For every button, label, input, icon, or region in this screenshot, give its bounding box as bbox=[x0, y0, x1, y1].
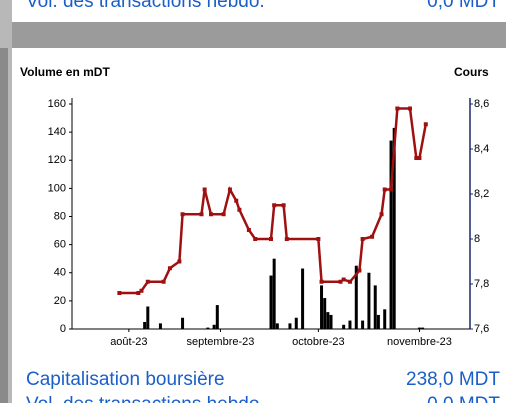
y-axis-title: Volume en mDT bbox=[20, 65, 110, 79]
line-marker bbox=[246, 228, 251, 232]
line-marker bbox=[208, 212, 213, 217]
y-tick-label: 100 bbox=[48, 182, 66, 194]
line-marker bbox=[281, 203, 286, 208]
line-marker bbox=[395, 106, 400, 111]
bar bbox=[373, 285, 377, 329]
band bbox=[0, 22, 506, 48]
line-marker bbox=[161, 279, 166, 284]
bar bbox=[272, 258, 276, 329]
bar bbox=[206, 327, 210, 329]
x-tick-label: septembre-23 bbox=[187, 336, 255, 348]
y2-tick-label: 7,8 bbox=[474, 278, 489, 290]
bar bbox=[354, 265, 358, 329]
left-edge bbox=[0, 48, 8, 403]
bar bbox=[294, 317, 298, 329]
line-marker bbox=[202, 187, 207, 192]
line-marker bbox=[316, 237, 321, 241]
line-marker bbox=[234, 198, 239, 203]
bar bbox=[215, 305, 219, 329]
bar bbox=[417, 327, 421, 329]
y-tick-label: 80 bbox=[54, 210, 66, 222]
y-tick-label: 20 bbox=[54, 295, 66, 307]
line-marker bbox=[379, 212, 384, 217]
x-tick-label: octobre-23 bbox=[292, 336, 345, 348]
bar bbox=[181, 317, 185, 329]
bar bbox=[143, 321, 147, 329]
bar bbox=[212, 324, 216, 329]
bar bbox=[288, 323, 292, 329]
line-marker bbox=[199, 212, 204, 217]
line-marker bbox=[180, 212, 185, 217]
line-marker bbox=[347, 279, 352, 284]
line-marker bbox=[382, 187, 387, 192]
x-tick-label: novembre-23 bbox=[387, 336, 452, 348]
line-marker bbox=[227, 187, 232, 192]
line-marker bbox=[221, 212, 226, 217]
bar bbox=[146, 306, 150, 329]
line-marker bbox=[360, 237, 365, 241]
line-marker bbox=[341, 277, 346, 282]
y2-tick-label: 8 bbox=[474, 233, 480, 245]
x-tick-label: août-23 bbox=[110, 336, 147, 348]
line-marker bbox=[319, 279, 324, 284]
line-marker bbox=[167, 266, 172, 271]
bar bbox=[392, 127, 396, 329]
line-marker bbox=[237, 207, 242, 212]
line-marker bbox=[145, 279, 150, 284]
bar bbox=[269, 275, 273, 329]
y2-axis-title: Cours bbox=[454, 65, 489, 79]
line-marker bbox=[177, 259, 182, 264]
footer-value: 238,0 MDT bbox=[406, 369, 500, 390]
bar bbox=[326, 312, 330, 329]
line-marker bbox=[136, 291, 141, 295]
bar bbox=[367, 272, 371, 329]
footer-label: Capitalisation boursière bbox=[26, 369, 225, 390]
y-tick-label: 40 bbox=[54, 267, 66, 279]
header-value: 0,0 MDT bbox=[427, 0, 500, 12]
line-marker bbox=[389, 187, 394, 192]
bar bbox=[348, 320, 352, 329]
bar bbox=[320, 285, 324, 329]
bar bbox=[323, 298, 327, 329]
y-tick-label: 140 bbox=[48, 126, 66, 138]
line-marker bbox=[370, 234, 375, 239]
line-marker bbox=[139, 288, 144, 293]
bar bbox=[376, 314, 380, 329]
bar bbox=[158, 323, 162, 329]
line-marker bbox=[272, 203, 277, 208]
header-label: Vol. des transactions hebdo. bbox=[26, 0, 265, 12]
y2-tick-label: 8,6 bbox=[474, 98, 489, 110]
line-marker bbox=[357, 268, 362, 273]
y-tick-label: 120 bbox=[48, 154, 66, 166]
bar bbox=[275, 323, 279, 329]
y-tick-label: 160 bbox=[48, 98, 66, 110]
footer-value: 0,0 MDT bbox=[427, 394, 500, 403]
y2-tick-label: 7,6 bbox=[474, 323, 489, 335]
bar bbox=[301, 268, 305, 329]
line-marker bbox=[417, 156, 422, 160]
line-marker bbox=[414, 156, 419, 160]
line-marker bbox=[423, 122, 428, 127]
bar bbox=[329, 314, 333, 329]
line-marker bbox=[284, 237, 289, 241]
bar bbox=[342, 324, 346, 329]
bar bbox=[361, 320, 365, 329]
line-marker bbox=[338, 279, 343, 284]
bar bbox=[383, 309, 387, 329]
y-tick-label: 0 bbox=[60, 323, 66, 335]
bar bbox=[389, 140, 393, 329]
line-marker bbox=[117, 291, 122, 295]
line-marker bbox=[407, 106, 412, 111]
footer-label: Vol. des transactions hebdo. bbox=[26, 394, 265, 403]
line-marker bbox=[269, 237, 273, 241]
y2-tick-label: 8,2 bbox=[474, 188, 489, 200]
line-marker bbox=[253, 237, 258, 241]
bar bbox=[421, 327, 425, 329]
y-tick-label: 60 bbox=[54, 239, 66, 251]
y2-tick-label: 8,4 bbox=[474, 143, 489, 155]
